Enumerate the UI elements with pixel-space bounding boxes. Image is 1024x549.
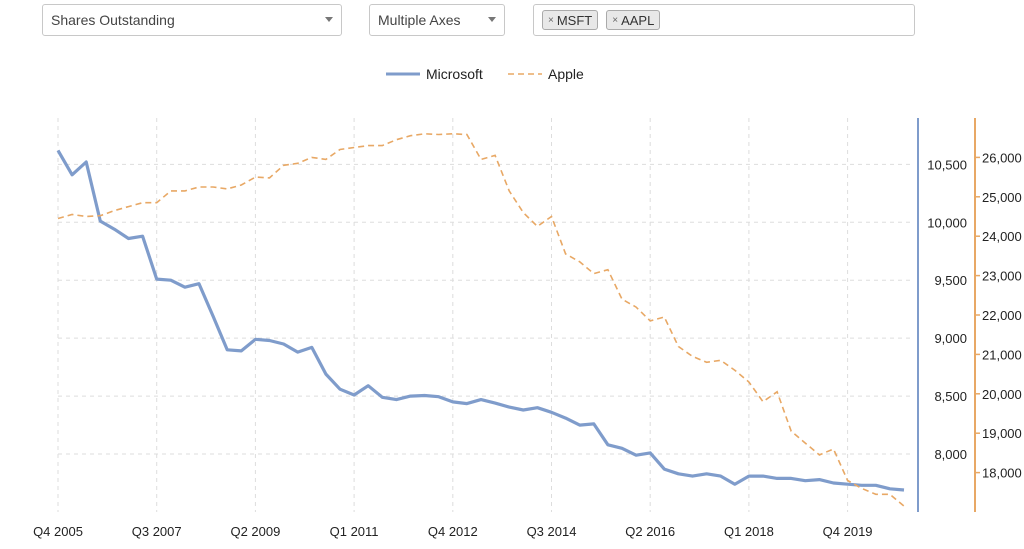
x-tick-label: Q4 2019 — [823, 524, 873, 539]
right-axis-tick-label: 26,000 — [982, 150, 1022, 165]
x-tick-label: Q2 2016 — [625, 524, 675, 539]
x-tick-label: Q1 2018 — [724, 524, 774, 539]
metric-select[interactable]: Shares Outstanding — [42, 4, 342, 36]
ticker-tag-aapl: × AAPL — [606, 10, 661, 30]
axes-mode-select[interactable]: Multiple Axes — [369, 4, 505, 36]
x-tick-label: Q2 2009 — [230, 524, 280, 539]
x-tick-label: Q3 2014 — [527, 524, 577, 539]
left-axis-tick-label: 8,500 — [934, 389, 967, 404]
grid — [57, 118, 910, 512]
right-axis-tick-label: 20,000 — [982, 387, 1022, 402]
right-axis-tick-label: 24,000 — [982, 229, 1022, 244]
left-axis-tick-label: 10,000 — [927, 215, 967, 230]
x-tick-label: Q4 2005 — [33, 524, 83, 539]
x-tick-label: Q4 2012 — [428, 524, 478, 539]
right-axis-tick-label: 19,000 — [982, 426, 1022, 441]
ticker-multiselect[interactable]: × MSFT × AAPL — [533, 4, 915, 36]
left-axis-tick-label: 8,000 — [934, 447, 967, 462]
right-axis-tick-label: 23,000 — [982, 269, 1022, 284]
right-axis-tick-label: 25,000 — [982, 190, 1022, 205]
right-axis-tick-label: 18,000 — [982, 466, 1022, 481]
x-tick-label: Q1 2011 — [330, 524, 379, 539]
legend-label-microsoft[interactable]: Microsoft — [426, 66, 483, 82]
remove-aapl-icon[interactable]: × — [612, 14, 619, 26]
right-axis-tick-label: 21,000 — [982, 347, 1022, 362]
axes-mode-select-value: Multiple Axes — [378, 12, 461, 28]
left-axis-tick-label: 9,500 — [934, 273, 967, 288]
ticker-tag-label: AAPL — [621, 12, 655, 28]
chevron-down-icon — [325, 17, 333, 22]
series-line-apple — [57, 132, 905, 507]
left-axis-tick-label: 9,000 — [934, 331, 967, 346]
left-axis-tick-label: 10,500 — [927, 157, 967, 172]
chevron-down-icon — [488, 17, 496, 22]
series — [56, 132, 905, 507]
x-tick-label: Q3 2007 — [132, 524, 182, 539]
right-axis-tick-label: 22,000 — [982, 308, 1022, 323]
legend-label-apple[interactable]: Apple — [548, 66, 584, 82]
legend[interactable]: Microsoft Apple — [386, 66, 584, 82]
axes: Q4 2005 Q3 2007 Q2 2009 Q1 2011 Q4 2012 Q3 20… — [33, 118, 1022, 539]
remove-msft-icon[interactable]: × — [548, 14, 554, 26]
ticker-tag-label: MSFT — [556, 12, 593, 28]
series-line-microsoft — [56, 149, 905, 492]
metric-select-value: Shares Outstanding — [51, 12, 175, 28]
ticker-tag-msft: × MSFT — [542, 10, 599, 30]
